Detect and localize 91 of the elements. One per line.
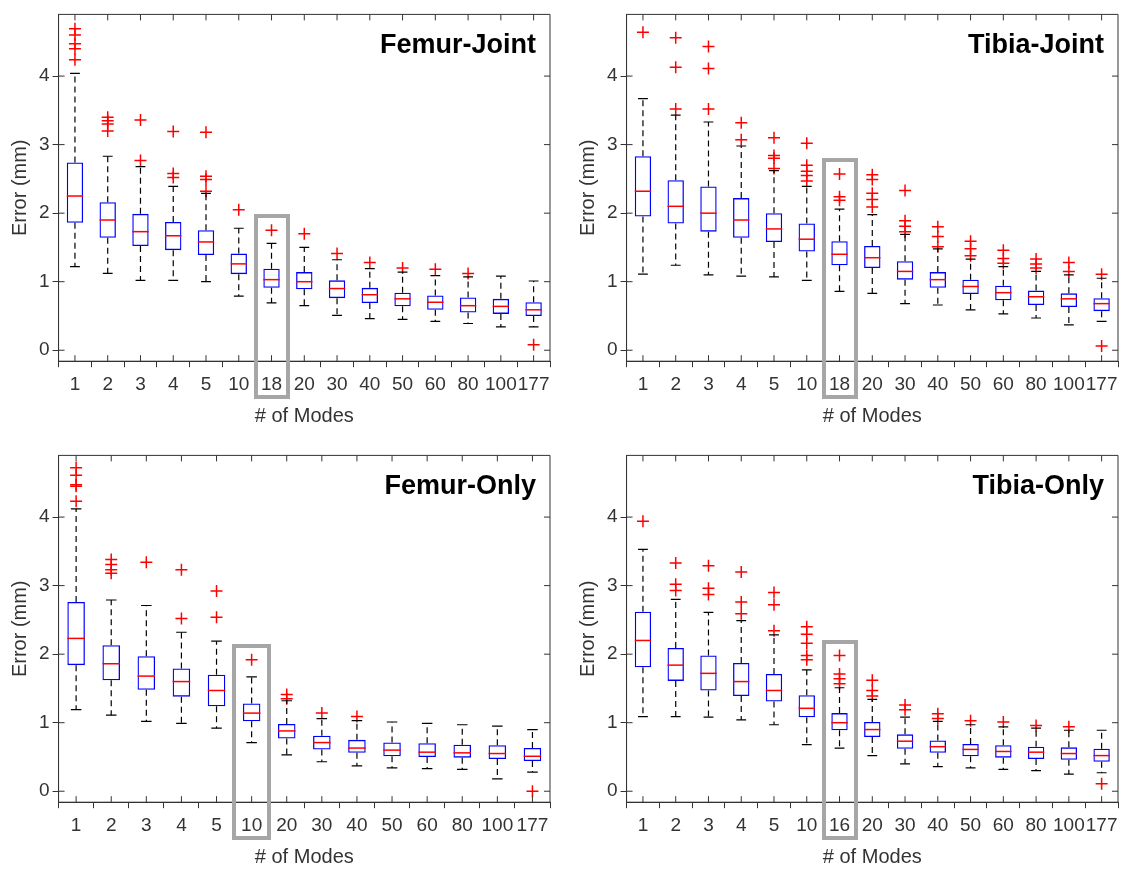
x-tick-label: 20	[861, 372, 883, 394]
x-tick-label: 3	[703, 813, 714, 835]
x-tick-label: 2	[102, 372, 113, 394]
x-tick-label: 3	[703, 372, 714, 394]
x-tick-label: 20	[861, 813, 883, 835]
x-tick-label: 1	[637, 813, 649, 835]
x-tick-label: 4	[735, 813, 747, 835]
y-tick-label: 4	[38, 505, 50, 527]
y-tick-label: 0	[38, 338, 50, 360]
x-tick-label: 100	[1053, 372, 1085, 394]
y-tick-label: 2	[606, 201, 618, 223]
x-tick-label: 10	[796, 372, 818, 394]
x-tick-label: 40	[359, 372, 381, 394]
x-tick-label: 1	[637, 372, 649, 394]
text: Femur-Only	[384, 470, 536, 501]
x-tick-label: 100	[1053, 813, 1085, 835]
x-tick-label: 177	[1085, 372, 1118, 394]
x-axis-title: # of Modes	[822, 403, 922, 426]
x-tick-label: 3	[135, 372, 146, 394]
y-tick-label: 1	[38, 269, 50, 291]
x-tick-label: 20	[276, 813, 298, 835]
x-tick-label: 2	[105, 813, 117, 835]
x-tick-label: 50	[381, 813, 403, 835]
x-tick-label: 20	[293, 372, 315, 394]
text: Femur-Joint	[379, 29, 536, 60]
y-tick-label: 4	[606, 64, 618, 86]
y-axis-title: Error (mm)	[7, 580, 30, 678]
y-tick-label: 0	[606, 779, 618, 801]
y-tick-label: 2	[606, 642, 618, 664]
x-tick-label: 60	[424, 372, 446, 394]
x-tick-label: 100	[485, 372, 517, 394]
x-tick-label: 50	[960, 372, 982, 394]
x-tick-label: 4	[167, 372, 179, 394]
y-axis-title: Error (mm)	[575, 580, 598, 678]
x-tick-label: 10	[228, 372, 250, 394]
x-tick-label: 1	[69, 372, 81, 394]
x-tick-label: 177	[1085, 813, 1118, 835]
y-tick-label: 3	[606, 573, 618, 595]
x-tick-label: 18	[260, 372, 283, 394]
x-tick-label: 30	[311, 813, 333, 835]
x-tick-label: 3	[141, 813, 152, 835]
x-axis-title: # of Modes	[822, 844, 922, 867]
x-tick-label: 16	[828, 813, 851, 835]
x-tick-label: 177	[517, 372, 550, 394]
x-tick-label: 30	[326, 372, 348, 394]
y-tick-label: 0	[38, 779, 50, 801]
x-tick-label: 60	[992, 813, 1014, 835]
x-tick-label: 1	[70, 813, 82, 835]
x-tick-label: 5	[211, 813, 222, 835]
x-axis-title: # of Modes	[254, 403, 354, 426]
y-tick-label: 1	[38, 710, 50, 732]
x-tick-label: 50	[960, 813, 982, 835]
x-tick-label: 30	[894, 813, 916, 835]
y-tick-label: 4	[606, 505, 618, 527]
x-tick-label: 2	[670, 372, 681, 394]
y-axis-title: Error (mm)	[7, 139, 30, 237]
x-axis-title: # of Modes	[254, 844, 354, 867]
x-tick-label: 10	[796, 813, 818, 835]
y-tick-label: 1	[606, 710, 618, 732]
x-tick-label: 80	[451, 813, 473, 835]
x-tick-label: 80	[1025, 813, 1047, 835]
x-tick-label: 30	[894, 372, 916, 394]
x-tick-label: 5	[768, 813, 780, 835]
text: Tibia-Joint	[967, 29, 1104, 60]
x-tick-label: 100	[481, 813, 514, 835]
x-tick-label: 5	[768, 372, 780, 394]
x-tick-label: 40	[346, 813, 368, 835]
y-tick-label: 2	[38, 642, 50, 664]
y-tick-label: 1	[606, 269, 618, 291]
x-tick-label: 50	[392, 372, 414, 394]
x-tick-label: 40	[927, 372, 949, 394]
x-tick-label: 4	[735, 372, 747, 394]
y-axis-title: Error (mm)	[575, 139, 598, 237]
x-tick-label: 4	[176, 813, 188, 835]
x-tick-label: 80	[457, 372, 479, 394]
y-tick-label: 3	[606, 132, 618, 154]
x-tick-label: 177	[516, 813, 549, 835]
x-tick-label: 40	[927, 813, 949, 835]
x-tick-label: 60	[992, 372, 1014, 394]
y-tick-label: 3	[38, 573, 50, 595]
x-tick-label: 5	[200, 372, 212, 394]
text: Tibia-Only	[972, 470, 1104, 501]
y-tick-label: 2	[38, 201, 50, 223]
x-tick-label: 2	[670, 813, 681, 835]
x-tick-label: 60	[416, 813, 438, 835]
x-tick-label: 10	[241, 813, 263, 835]
x-tick-label: 18	[828, 372, 851, 394]
y-tick-label: 0	[606, 338, 618, 360]
x-tick-label: 80	[1025, 372, 1047, 394]
y-tick-label: 3	[38, 132, 50, 154]
y-tick-label: 4	[38, 64, 50, 86]
